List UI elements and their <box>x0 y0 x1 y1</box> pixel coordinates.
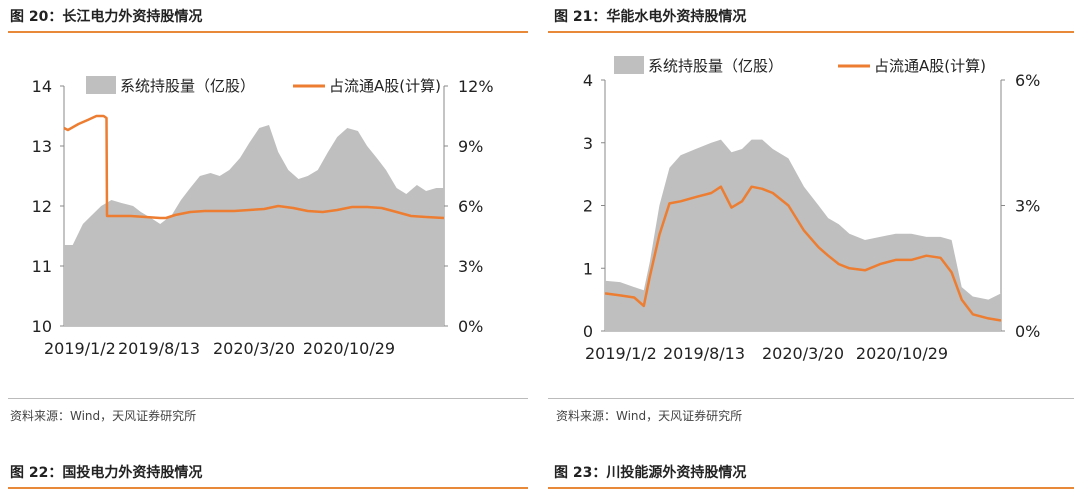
legend-area-label: 系统持股量（亿股） <box>648 57 783 75</box>
y-right-tick-label: 3% <box>458 257 483 276</box>
y-right-tick-label: 12% <box>458 77 494 96</box>
legend-line-label: 占流通A股(计算) <box>874 57 986 75</box>
x-tick-label: 2019/1/2 <box>585 344 657 363</box>
legend-area-label: 系统持股量（亿股） <box>120 77 255 95</box>
y-left-tick-label: 13 <box>32 137 52 156</box>
y-right-tick-label: 9% <box>458 137 483 156</box>
series-line <box>604 185 1002 322</box>
title-rule <box>8 487 528 489</box>
x-tick-label: 2020/3/20 <box>213 339 295 358</box>
legend-area-swatch <box>86 76 116 94</box>
x-tick-label: 2020/10/29 <box>303 339 395 358</box>
chart-20: 10 11 12 13 14 0% 3% 6% 9% 12% 2019/1/2 2019/8/13 20… <box>8 36 528 380</box>
y-right-tick-label: 6% <box>1015 71 1040 90</box>
y-left-tick-label: 2 <box>583 197 593 216</box>
x-tick-label: 2019/8/13 <box>118 339 200 358</box>
x-tick-label: 2019/1/2 <box>44 339 116 358</box>
x-tick-label: 2019/8/13 <box>663 344 745 363</box>
y-right-tick-label: 6% <box>458 197 483 216</box>
y-left-tick-label: 4 <box>583 71 593 90</box>
series-area <box>605 139 1001 331</box>
figure-title-23: 图 23：川投能源外资持股情况 <box>554 465 747 481</box>
figure-title-22: 图 22：国投电力外资持股情况 <box>10 465 203 481</box>
y-left-tick-label: 3 <box>583 134 593 153</box>
y-left-tick-label: 10 <box>32 317 52 336</box>
y-right-tick-label: 0% <box>458 317 483 336</box>
chart-21-svg: 0 1 2 3 4 0% 3% 6% 2019/1/2 2019/8/13 2020/3/20 202… <box>583 56 1040 363</box>
source-rule <box>548 398 1074 399</box>
chart-21: 0 1 2 3 4 0% 3% 6% 2019/1/2 2019/8/13 2020/3/20 202… <box>548 36 1074 380</box>
y-right-tick-label: 3% <box>1015 197 1040 216</box>
source-note-21: 资料来源：Wind，天风证券研究所 <box>556 409 743 423</box>
y-right-tick-label: 0% <box>1015 322 1040 341</box>
source-note-20: 资料来源：Wind，天风证券研究所 <box>10 409 197 423</box>
series-area <box>64 125 444 326</box>
legend-line-label: 占流通A股(计算) <box>329 77 441 95</box>
title-rule <box>548 31 1074 33</box>
legend-area-swatch <box>614 56 644 74</box>
y-left-tick-label: 14 <box>32 77 52 96</box>
figure-title-21: 图 21：华能水电外资持股情况 <box>554 9 747 25</box>
figure-title-20: 图 20：长江电力外资持股情况 <box>10 9 203 25</box>
y-left-tick-label: 1 <box>583 259 593 278</box>
title-rule <box>8 31 528 33</box>
x-tick-label: 2020/10/29 <box>856 344 948 363</box>
y-left-tick-label: 0 <box>583 322 593 341</box>
series-line <box>63 114 445 220</box>
y-left-tick-label: 12 <box>32 197 52 216</box>
y-left-tick-label: 11 <box>32 257 52 276</box>
title-rule <box>548 487 1074 489</box>
x-tick-label: 2020/3/20 <box>762 344 844 363</box>
source-rule <box>8 398 528 399</box>
chart-20-svg: 10 11 12 13 14 0% 3% 6% 9% 12% 2019/1/2 2019/8/13 20… <box>32 76 494 358</box>
